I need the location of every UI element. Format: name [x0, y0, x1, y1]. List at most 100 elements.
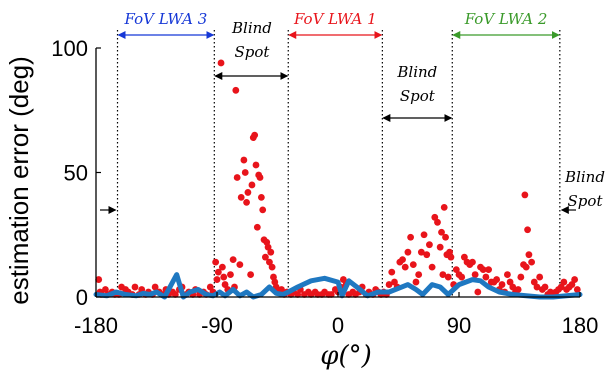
x-tick-label: 180 [562, 313, 599, 338]
scatter-point [391, 278, 398, 286]
scatter-point [423, 251, 431, 259]
scatter-point [236, 261, 244, 269]
scatter-point [131, 283, 139, 291]
blind-spot-label: Blind [564, 168, 605, 186]
scatter-point [436, 243, 444, 251]
scatter-point [482, 273, 490, 281]
y-tick-label: 0 [76, 285, 88, 310]
scatter-point [221, 281, 229, 288]
scatter-point [233, 174, 241, 181]
scatter-point [241, 169, 249, 176]
scatter-point [256, 174, 264, 181]
curve-series [93, 272, 583, 300]
scatter-point [212, 258, 220, 266]
scatter-point [541, 283, 549, 291]
axes: -180 -90 0 90 180 0 50 100 estimation error (deg… [4, 36, 598, 370]
scatter-point [458, 273, 466, 281]
y-tick-label: 50 [64, 161, 88, 186]
scatter-point [536, 273, 544, 281]
scatter-point [447, 253, 455, 261]
scatter-point [460, 253, 468, 261]
scatter-point [568, 281, 576, 288]
fov-label: FoV LWA 2 [464, 10, 548, 28]
scatter-point [428, 263, 436, 271]
scatter-point [232, 86, 240, 94]
scatter-point [218, 263, 226, 271]
scatter-point [206, 283, 214, 291]
scatter-point [95, 276, 103, 283]
scatter-point [339, 276, 347, 283]
scatter-point [409, 261, 417, 269]
scatter-point [259, 206, 267, 214]
scatter-point [237, 194, 245, 201]
scatter-point [530, 278, 538, 286]
scatter-point [243, 198, 250, 206]
x-tick-label: 90 [447, 313, 471, 338]
region-annotations: FoV LWA 3 FoV LWA 1 FoV LWA 2 Blind Spot Blin… [100, 10, 605, 214]
scatter-point [469, 258, 476, 266]
scatter-point [266, 258, 273, 266]
scatter-point [247, 271, 255, 278]
scatter-point [388, 268, 396, 276]
scatter-point [417, 248, 425, 256]
fov-label: FoV LWA 1 [293, 10, 377, 28]
scatter-point [217, 59, 225, 67]
scatter-point [251, 131, 259, 139]
scatter-point [385, 281, 393, 288]
scatter-point [444, 273, 452, 281]
blind-spot-label: Blind [396, 63, 437, 81]
scatter-point [278, 286, 285, 293]
scatter-point [517, 273, 525, 281]
fov-boundary-lines [116, 30, 561, 297]
scatter-point [439, 271, 447, 278]
blind-spot-label: Blind [231, 19, 272, 37]
scatter-point [407, 233, 414, 241]
scatter-point [294, 291, 302, 298]
scatter-point [220, 273, 228, 281]
blind-spot-label: Spot [400, 87, 436, 105]
scatter-point [440, 203, 448, 211]
x-tick-label: -90 [201, 313, 233, 338]
scatter-point [521, 191, 529, 199]
scatter-point [415, 271, 423, 278]
scatter-point [229, 256, 237, 264]
scatter-point [252, 161, 260, 169]
scatter-point [267, 248, 275, 256]
scatter-point [214, 268, 222, 276]
scatter-point [438, 228, 445, 236]
scatter-point [327, 291, 335, 298]
scatter-point [248, 181, 256, 189]
scatter-point [262, 253, 269, 261]
scatter-point [452, 266, 460, 274]
scatter-point [571, 276, 579, 283]
scatter-point [474, 288, 482, 296]
blind-spot-label: Spot [568, 192, 604, 210]
scatter-point [431, 213, 439, 221]
scatter-point [426, 241, 433, 249]
scatter-point [151, 283, 159, 291]
scatter-point [557, 283, 565, 291]
scatter-point [102, 286, 109, 293]
scatter-point [524, 226, 531, 234]
scatter-point [257, 194, 265, 201]
scatter-point [171, 291, 179, 298]
scatter-point [479, 266, 487, 274]
scatter-point [412, 278, 420, 286]
x-tick-label: -180 [74, 313, 118, 338]
scatter-point [471, 271, 479, 278]
error-curve-line [93, 272, 583, 300]
scatter-point [493, 276, 501, 283]
scatter-point [244, 189, 252, 196]
scatter-point [268, 263, 276, 271]
scatter-point [560, 278, 568, 286]
y-tick-label: 100 [51, 36, 88, 61]
scatter-point [514, 286, 522, 293]
scatter-point [485, 266, 492, 274]
y-axis-title: estimation error (deg) [4, 56, 34, 305]
scatter-point [399, 256, 406, 264]
scatter-point [401, 263, 409, 271]
scatter-point [227, 271, 234, 278]
scatter-point [498, 281, 506, 288]
x-axis-title: φ(°) [320, 341, 372, 370]
